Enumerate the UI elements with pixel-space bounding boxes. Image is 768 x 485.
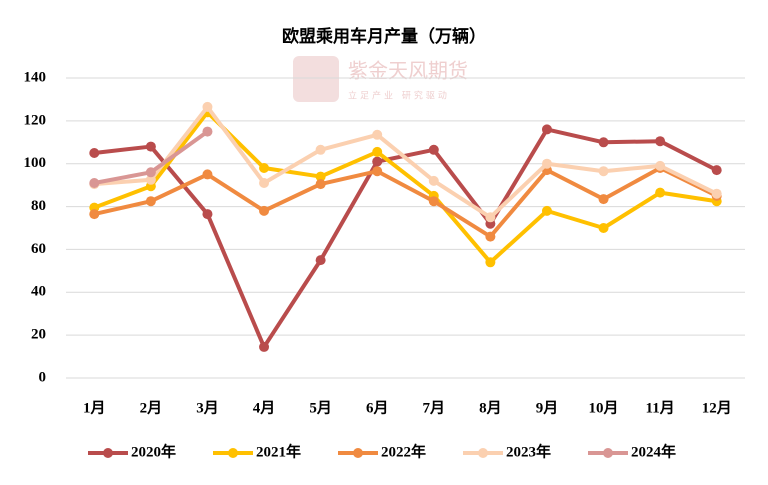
data-point	[259, 163, 270, 173]
chart-title: 欧盟乘用车月产量（万辆）	[282, 26, 486, 47]
x-tick-label: 7月	[423, 399, 446, 416]
series-line	[93, 110, 718, 265]
series-line	[94, 104, 718, 220]
data-point	[711, 165, 722, 176]
data-point	[89, 209, 100, 220]
y-tick-label: 60	[31, 241, 46, 257]
legend-marker	[478, 448, 488, 458]
data-point	[315, 255, 326, 266]
legend-label: 2022年	[381, 442, 426, 460]
legend-marker	[353, 448, 363, 458]
data-point	[541, 124, 552, 135]
series-line	[94, 127, 718, 349]
data-point	[145, 174, 156, 185]
legend-marker	[228, 448, 238, 458]
x-tick-label: 9月	[536, 399, 559, 416]
data-point	[655, 187, 666, 198]
data-point	[485, 212, 496, 223]
watermark: 紫金天风期货	[348, 59, 468, 83]
y-tick-label: 80	[31, 198, 46, 214]
legend-label: 2023年	[506, 442, 551, 460]
x-tick-label: 12月	[702, 399, 732, 416]
x-tick-label: 4月	[253, 399, 276, 416]
x-tick-label: 6月	[366, 399, 389, 416]
data-point	[485, 231, 496, 242]
data-point	[202, 209, 213, 220]
x-tick-label: 3月	[196, 399, 219, 416]
data-point	[372, 129, 383, 140]
legend-label: 2024年	[631, 442, 676, 460]
y-tick-label: 0	[39, 369, 47, 385]
data-point	[259, 341, 270, 352]
data-point	[145, 167, 156, 178]
data-point	[541, 205, 552, 216]
legend-marker	[103, 448, 113, 458]
data-point	[372, 156, 383, 167]
data-point	[315, 179, 326, 190]
data-point	[598, 223, 609, 233]
x-tick-label: 10月	[589, 399, 619, 416]
data-point	[541, 158, 552, 169]
data-point	[428, 144, 439, 155]
data-point	[598, 166, 609, 177]
data-point	[428, 196, 439, 207]
y-tick-label: 20	[31, 327, 46, 343]
data-point	[145, 141, 156, 152]
data-point	[598, 137, 609, 148]
data-point	[485, 257, 496, 268]
data-point	[711, 188, 722, 199]
data-point	[145, 196, 156, 207]
data-point	[259, 205, 270, 216]
x-tick-label: 2月	[140, 399, 163, 416]
legend-label: 2020年	[131, 442, 176, 460]
y-tick-label: 40	[31, 284, 46, 300]
data-point	[428, 175, 439, 186]
data-point	[655, 160, 666, 171]
data-point	[259, 178, 270, 188]
data-point	[655, 136, 666, 147]
data-point	[598, 194, 609, 205]
y-tick-label: 140	[24, 69, 47, 85]
watermark-logo	[293, 56, 339, 102]
data-point	[372, 146, 383, 157]
data-point	[202, 169, 213, 180]
data-point	[202, 101, 213, 112]
watermark-slogan: 立足产业 研究驱动	[348, 90, 450, 102]
legend-marker	[603, 448, 613, 458]
data-point	[202, 126, 213, 137]
x-tick-label: 11月	[646, 399, 675, 416]
data-point	[372, 166, 383, 177]
data-point	[89, 148, 100, 158]
legend-label: 2021年	[256, 442, 301, 460]
x-tick-label: 5月	[309, 399, 332, 416]
data-point	[89, 178, 100, 188]
data-point	[315, 144, 326, 155]
x-tick-label: 8月	[479, 399, 502, 416]
x-tick-label: 1月	[83, 399, 106, 416]
y-tick-label: 100	[24, 155, 47, 171]
y-tick-label: 120	[24, 112, 47, 128]
series-line	[93, 166, 718, 239]
data-point	[315, 171, 326, 182]
